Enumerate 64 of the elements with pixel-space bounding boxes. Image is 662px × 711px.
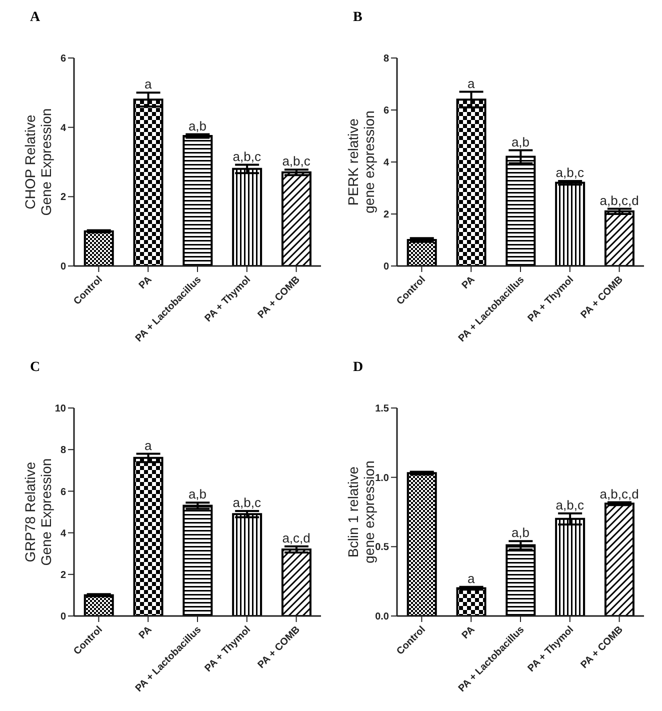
bar xyxy=(232,168,262,266)
bar xyxy=(555,518,586,616)
y-axis-title: PERK relative gene expression xyxy=(345,110,377,214)
annotation: a xyxy=(144,76,152,92)
y-tick-label: 0.5 xyxy=(375,542,390,554)
y-tick-label: 0 xyxy=(383,262,390,273)
annotation: a,c,d xyxy=(282,530,310,546)
annotation: a,b,c,d xyxy=(600,192,639,208)
chart-title: B xyxy=(353,10,362,26)
annotation: a,b xyxy=(511,525,530,540)
bar xyxy=(84,230,114,266)
y-tick-label: 4 xyxy=(60,122,66,134)
y-axis-title: GRP78 Relative Gene Expression xyxy=(22,458,54,566)
annotation: a,b,c xyxy=(232,148,262,164)
bar xyxy=(133,456,164,616)
chart-title: C xyxy=(30,360,40,376)
annotation: a xyxy=(467,76,476,91)
y-tick-label: 8 xyxy=(60,445,66,456)
y-tick-label: 8 xyxy=(383,54,390,65)
y-tick-label: 0 xyxy=(60,612,66,623)
chart-title: A xyxy=(30,10,40,26)
y-tick-label: 1.0 xyxy=(375,472,390,484)
y-tick-label: 2 xyxy=(60,192,66,204)
annotation: a,b xyxy=(188,486,207,502)
bar xyxy=(555,182,586,266)
annotation: a,b,c xyxy=(282,154,311,169)
annotation: a,b,c xyxy=(556,164,584,180)
annotation: a,b xyxy=(511,134,530,150)
bar xyxy=(406,239,437,266)
annotation: a,b,c,d xyxy=(600,486,639,502)
annotation: a xyxy=(467,570,476,586)
y-axis-title: Bclin 1 relative gene expression xyxy=(345,460,377,564)
y-tick-label: 4 xyxy=(60,528,66,540)
annotation: a,b,c xyxy=(232,494,262,510)
bar xyxy=(182,135,213,266)
y-tick-label: 2 xyxy=(60,570,66,581)
y-tick-label: 0.0 xyxy=(375,612,390,623)
y-tick-label: 6 xyxy=(60,486,66,498)
bar xyxy=(406,472,437,616)
annotation: a,b xyxy=(188,118,207,134)
annotation: a xyxy=(144,438,152,453)
x-tick-label: PA xyxy=(137,624,154,642)
bar xyxy=(281,171,312,266)
y-tick-label: 6 xyxy=(383,106,390,117)
bar xyxy=(232,513,262,616)
y-tick-label: 0 xyxy=(60,262,66,273)
bar xyxy=(182,504,213,616)
bar xyxy=(281,548,312,616)
y-tick-label: 10 xyxy=(54,404,66,415)
chart-title: D xyxy=(353,360,364,376)
bar xyxy=(456,587,486,616)
y-tick-label: 4 xyxy=(383,158,390,169)
bar xyxy=(604,210,634,266)
x-tick-label: PA xyxy=(137,274,154,292)
y-tick-label: 1.5 xyxy=(375,404,390,415)
bar xyxy=(84,594,114,616)
bar xyxy=(506,544,536,616)
y-tick-label: 2 xyxy=(383,210,390,221)
x-tick-label: PA xyxy=(460,274,478,292)
annotation: a,b,c xyxy=(556,497,584,512)
x-tick-label: PA xyxy=(460,624,478,642)
y-tick-label: 6 xyxy=(60,54,66,65)
y-axis-title: CHOP Relative Gene Expression xyxy=(22,108,54,216)
bar xyxy=(604,502,634,616)
